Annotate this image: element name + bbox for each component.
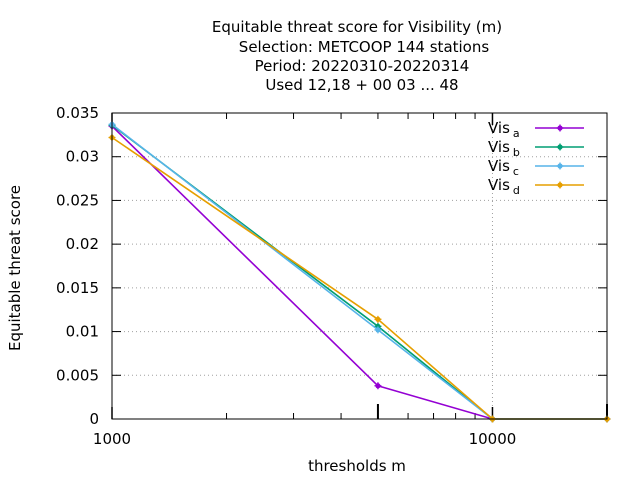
y-tick-label: 0.035 [56,104,99,122]
chart-title: Equitable threat score for Visibility (m… [212,18,502,94]
y-tick-label: 0.025 [56,191,99,209]
axis-ticks: 0 0.005 0.01 0.015 0.02 0.025 0.03 0.035 1000 100… [56,104,608,448]
y-tick-label: 0.02 [66,235,99,253]
legend-marker-cross [556,181,564,189]
legend-label: Vis b [488,138,520,159]
data-point-c [374,326,382,334]
x-tick-label: 1000 [93,430,131,448]
x-axis-label: thresholds m [308,457,406,475]
plot-frame [111,112,608,420]
data-point-cross [374,382,382,390]
legend-label: Vis d [488,176,520,197]
y-tick-label: 0.01 [66,323,99,341]
title-line: Selection: METCOOP 144 stations [239,38,490,56]
x-tick-label: 10000 [469,430,517,448]
legend-marker-cross [556,124,564,132]
title-line: Equitable threat score for Visibility (m… [212,18,502,36]
data-point-a [374,382,382,390]
y-tick-label: 0 [89,410,99,428]
legend-marker-cross [556,143,564,151]
legend-marker-cross [556,162,564,170]
y-axis-label: Equitable threat score [6,185,24,351]
y-tick-label: 0.03 [66,148,99,166]
data-point-d [374,315,382,323]
data-point-cross [374,315,382,323]
series-line-d [111,136,607,420]
y-tick-label: 0.015 [56,279,99,297]
title-line: Period: 20220310-20220314 [255,57,470,75]
data-point-cross [374,326,382,334]
y-tick-label: 0.005 [56,366,99,384]
title-line: Used 12,18 + 00 03 ... 48 [265,76,458,94]
legend-label: Vis c [488,157,519,178]
gridlines [112,113,607,419]
legend-label: Vis a [488,119,520,140]
